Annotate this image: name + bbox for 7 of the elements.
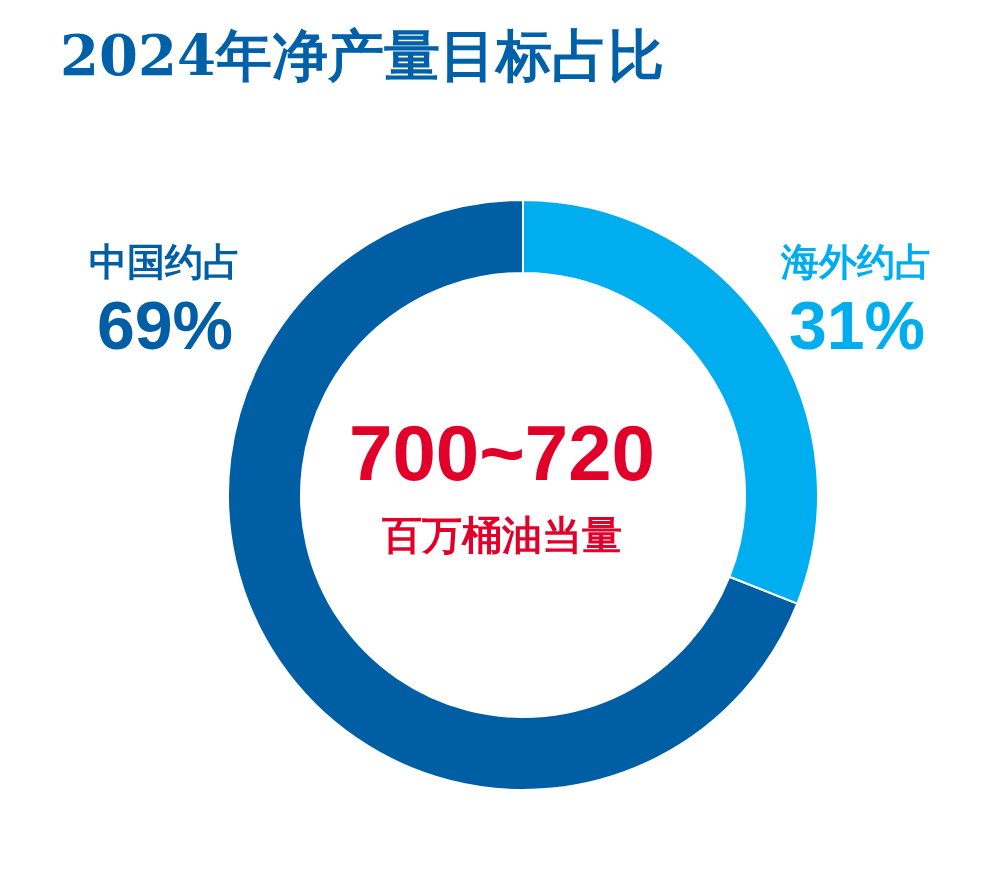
slice-label: 海外约占 xyxy=(780,240,933,284)
slice-label: 中国约占 xyxy=(89,240,241,284)
chart-title: 2024年净产量目标占比 xyxy=(60,22,664,88)
text: 百万桶油当量 xyxy=(381,512,622,558)
text: 700~720 xyxy=(349,409,655,497)
data-label: 31% xyxy=(788,287,926,363)
data-label: 69% xyxy=(96,287,234,363)
